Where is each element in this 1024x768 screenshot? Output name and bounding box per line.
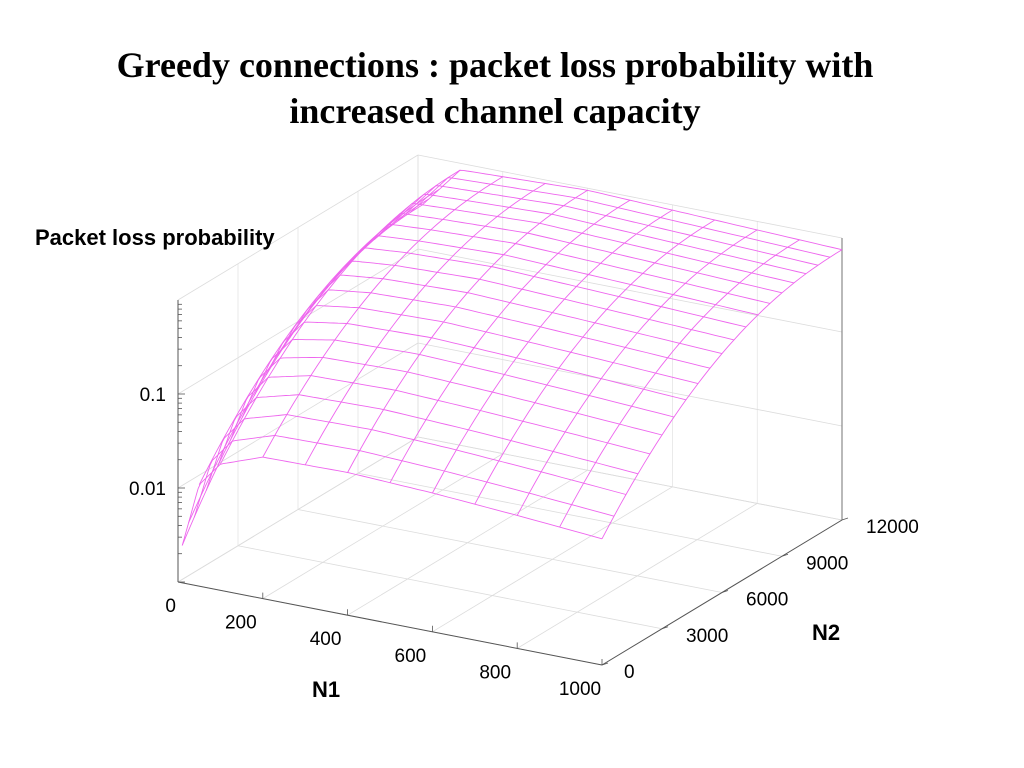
label-layer: Packet loss probability N1 N2 0.01 0.1 0 20… [35, 225, 919, 702]
floor-grid-n2 [237, 545, 663, 630]
surface-line-n2 [373, 203, 795, 284]
x-tick-label: 200 [225, 613, 257, 634]
y-tick-label: 9000 [806, 553, 848, 574]
surface-line-n2 [409, 177, 831, 258]
wall-grid-z [417, 436, 843, 521]
surface-mesh [181, 169, 843, 546]
floor-grid-n2 [297, 509, 723, 593]
chart-title-line-2: increased channel capacity [289, 91, 701, 131]
surface-line-n2 [325, 247, 747, 328]
x-tick-label: 400 [310, 629, 342, 650]
surface-line-n1 [198, 189, 440, 485]
surface-line-n2 [421, 169, 843, 251]
surface-line-n1 [474, 219, 716, 505]
y-axis-label: N2 [812, 620, 840, 645]
surface-line-n2 [253, 339, 675, 418]
x-tick-label: 800 [479, 662, 511, 683]
z-tick-label: 0.1 [140, 385, 166, 406]
wall-grid-z [417, 342, 843, 427]
x-tick-label: 0 [165, 596, 176, 617]
surface-line-n1 [219, 169, 461, 465]
axis-layer [177, 238, 849, 666]
y-tick-mark [841, 517, 849, 521]
floor-grid-n2 [357, 472, 783, 557]
surface-line-n1 [389, 199, 631, 483]
surface-line-n2 [385, 193, 807, 275]
surface-line-n1 [347, 189, 588, 473]
surface-line-n1 [601, 249, 843, 540]
surface-line-n1 [262, 176, 504, 458]
y-tick-mark [661, 626, 669, 630]
surface-line-n2 [181, 456, 603, 546]
y-tick-label: 3000 [686, 626, 728, 647]
surface-line-n2 [217, 394, 639, 475]
surface-line-n1 [188, 198, 429, 523]
surface-line-n1 [304, 183, 546, 466]
y-tick-label: 6000 [746, 590, 788, 611]
x-axis-line [177, 581, 603, 666]
wall-grid-z [417, 248, 843, 333]
surface-line-n2 [205, 414, 627, 495]
surface-line-n2 [193, 434, 615, 518]
y-tick-mark [781, 553, 789, 557]
y-tick-label: 0 [624, 662, 635, 683]
x-tick-label: 600 [395, 646, 427, 667]
surface-line-n2 [277, 305, 699, 385]
chart-title-line-1: Greedy connections : packet loss probabi… [116, 45, 874, 85]
surface-line-n2 [397, 185, 819, 266]
surface-line-n1 [559, 239, 800, 528]
surface-line-n2 [313, 260, 735, 341]
y-tick-label: 12000 [866, 517, 919, 538]
surface-line-n2 [349, 223, 771, 304]
z-axis-label: Packet loss probability [35, 225, 275, 250]
surface-line-n1 [432, 209, 673, 494]
chart-title: Greedy connections : packet loss probabi… [0, 42, 990, 134]
surface-line-n2 [289, 289, 711, 369]
z-tick-label: 0.01 [129, 479, 166, 500]
surface-line-n1 [516, 229, 758, 516]
y-tick-mark [601, 662, 609, 666]
surface-line-n1 [181, 204, 423, 546]
x-axis-label: N1 [312, 677, 340, 702]
surface-line-n2 [229, 375, 651, 455]
x-tick-label: 1000 [559, 679, 601, 700]
y-tick-mark [721, 590, 729, 593]
wall-grid-z [417, 154, 843, 239]
grid-layer [177, 154, 843, 666]
